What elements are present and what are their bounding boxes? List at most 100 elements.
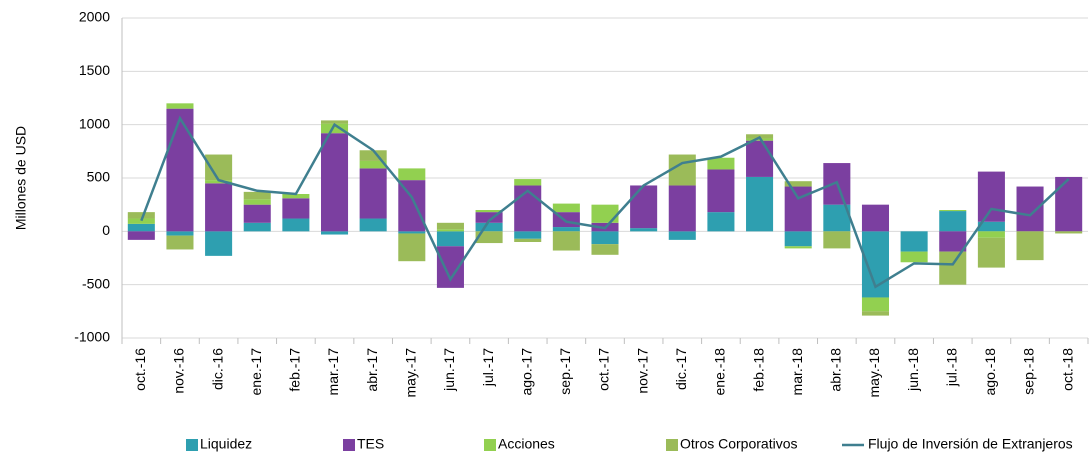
y-axis-label: Millones de USD xyxy=(13,126,29,230)
bar-segment xyxy=(127,223,155,232)
bar-segment xyxy=(939,251,967,285)
bar-segment xyxy=(436,222,464,230)
y-tick-label: 500 xyxy=(87,169,111,185)
y-tick-label: 1500 xyxy=(79,62,110,78)
x-tick-label: jul.-17 xyxy=(480,348,496,387)
legend-swatch xyxy=(186,439,198,451)
bar-segment xyxy=(205,180,233,184)
bar-segment xyxy=(861,204,890,232)
bar-segment xyxy=(398,180,426,232)
x-tick-label: sep.-18 xyxy=(1021,348,1037,395)
bar-segment xyxy=(243,191,271,200)
legend-label: Flujo de Inversión de Extranjeros xyxy=(868,436,1073,452)
bar-segment xyxy=(1016,186,1044,232)
bar-segment xyxy=(127,231,155,240)
bar-segment xyxy=(1055,176,1083,232)
bar-segment xyxy=(939,210,967,212)
bar-segment xyxy=(282,194,310,199)
x-tick-label: feb.-18 xyxy=(750,348,766,392)
bar-segment xyxy=(243,204,271,223)
y-tick-label: -1000 xyxy=(74,329,110,345)
bar-segment xyxy=(861,297,890,312)
bar-segment xyxy=(900,251,928,263)
x-tick-label: may.-17 xyxy=(403,348,419,398)
x-tick-label: feb.-17 xyxy=(287,348,303,392)
bar-segment xyxy=(668,231,696,240)
bar-segment xyxy=(514,185,542,232)
bar-segment xyxy=(320,123,349,134)
bar-segment xyxy=(359,168,387,219)
bar-segment xyxy=(475,212,503,223)
legend-swatch xyxy=(484,439,496,451)
bar-segment xyxy=(707,212,735,232)
bar-segment xyxy=(243,199,271,205)
x-tick-label: ago.-17 xyxy=(518,348,534,396)
bar-segment xyxy=(977,237,1005,268)
bar-segment xyxy=(127,218,155,224)
bar-segment xyxy=(823,231,851,249)
bar-segment xyxy=(861,311,890,316)
x-tick-label: nov.-16 xyxy=(171,348,187,394)
bar-segment xyxy=(514,179,542,186)
bar-segment xyxy=(127,212,155,219)
x-tick-label: may.-18 xyxy=(866,348,882,398)
bar-segment xyxy=(939,211,967,232)
y-tick-label: 0 xyxy=(102,222,110,238)
x-tick-label: oct.-17 xyxy=(596,348,612,391)
bar-segment xyxy=(436,231,464,247)
bar-segment xyxy=(630,185,658,229)
bar-segment xyxy=(591,204,619,223)
bar-segment xyxy=(359,160,387,169)
x-tick-label: oct.-18 xyxy=(1059,348,1075,391)
bar-segment xyxy=(552,227,580,232)
bar-segment xyxy=(166,231,194,236)
x-tick-label: jun.-17 xyxy=(441,348,457,392)
legend-label: Otros Corporativos xyxy=(680,436,797,452)
bar-segment xyxy=(514,238,542,242)
bar-segment xyxy=(475,231,503,244)
line xyxy=(140,115,1070,289)
x-tick-label: sep.-17 xyxy=(557,348,573,395)
bar-segment xyxy=(746,140,774,177)
bar-segment xyxy=(166,235,194,250)
legend-swatch xyxy=(343,439,355,451)
x-tick-label: nov.-17 xyxy=(634,348,650,394)
bar-segment xyxy=(552,203,580,213)
x-tick-label: dic.-17 xyxy=(673,348,689,390)
bar-segment xyxy=(282,198,310,219)
bar-segment xyxy=(514,231,542,239)
bar-segment xyxy=(398,233,426,262)
bar-segment xyxy=(977,221,1005,232)
bar-segment xyxy=(243,222,271,232)
x-tick-label: jul.-18 xyxy=(943,348,959,387)
legend-swatch xyxy=(666,439,678,451)
bar-segment xyxy=(977,171,1005,222)
x-tick-label: mar.-18 xyxy=(789,348,805,396)
legend-label: Liquidez xyxy=(200,436,252,452)
bar-segment xyxy=(900,231,928,252)
bar-segment xyxy=(707,157,735,170)
bar-segment xyxy=(591,231,619,245)
bar-segment xyxy=(359,218,387,232)
bar-segment xyxy=(166,103,194,109)
bar-segment xyxy=(475,210,503,213)
legend-label: TES xyxy=(357,436,384,452)
bar-segment xyxy=(1055,231,1083,234)
bar-segment xyxy=(398,168,426,181)
bar-segment xyxy=(320,133,349,232)
x-tick-label: mar.-17 xyxy=(325,348,341,396)
bar-segment xyxy=(784,231,812,247)
bar-segment xyxy=(359,150,387,161)
bar-segment xyxy=(630,228,658,232)
bar-segment xyxy=(398,231,426,234)
bar-segment xyxy=(552,231,580,251)
bar-segment xyxy=(282,218,310,232)
legend-label: Acciones xyxy=(498,436,555,452)
y-tick-label: -500 xyxy=(82,275,110,291)
bar-segment xyxy=(205,231,233,256)
x-tick-label: abr.-17 xyxy=(364,348,380,392)
bar-segment xyxy=(746,176,774,232)
bar-segment xyxy=(166,108,194,232)
bar-segment xyxy=(475,222,503,232)
